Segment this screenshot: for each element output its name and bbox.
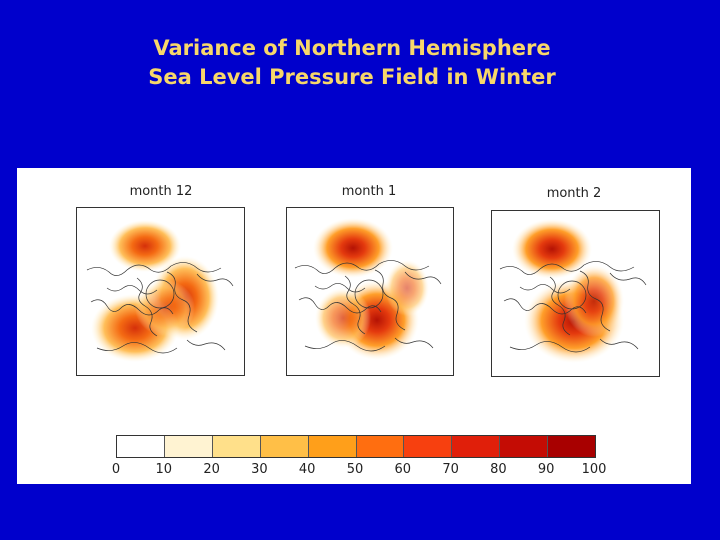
- colorbar-tick-label: 90: [537, 462, 555, 477]
- slide-title: Variance of Northern Hemisphere Sea Leve…: [0, 34, 704, 92]
- title-line-1: Variance of Northern Hemisphere: [153, 36, 551, 60]
- colorbar-segment: [211, 436, 260, 457]
- map-month-1: [286, 207, 454, 376]
- colorbar-segment: [259, 436, 308, 457]
- colorbar-tick-label: 80: [490, 462, 507, 477]
- map-month-2: [491, 210, 660, 377]
- colorbar-segment: [403, 436, 452, 457]
- colorbar-tick-label: 10: [155, 462, 173, 477]
- colorbar-tick-label: 50: [346, 462, 364, 477]
- colorbar-tick-label: 70: [442, 462, 459, 477]
- map-title-month-12: month 12: [129, 184, 193, 199]
- figure-panel: month 12 month 1 month 2: [17, 168, 691, 484]
- title-line-2: Sea Level Pressure Field in Winter: [148, 65, 556, 89]
- colorbar-segment: [163, 436, 212, 457]
- colorbar-segment: [307, 436, 356, 457]
- colorbar: [116, 435, 596, 458]
- colorbar-segment: [355, 436, 404, 457]
- colorbar-tick-label: 40: [298, 462, 316, 477]
- colorbar-segment: [499, 436, 548, 457]
- colorbar-tick-label: 0: [111, 462, 121, 477]
- colorbar-segment: [451, 436, 500, 457]
- map-title-month-1: month 1: [341, 184, 397, 199]
- colorbar-segment: [547, 436, 596, 457]
- map-month-12: [76, 207, 245, 376]
- map-title-month-2: month 2: [546, 186, 602, 201]
- colorbar-tick-label: 100: [581, 462, 607, 477]
- colorbar-tick-label: 20: [203, 462, 220, 477]
- colorbar-segment: [117, 436, 164, 457]
- colorbar-tick-label: 60: [394, 462, 412, 477]
- colorbar-tick-label: 30: [251, 462, 268, 477]
